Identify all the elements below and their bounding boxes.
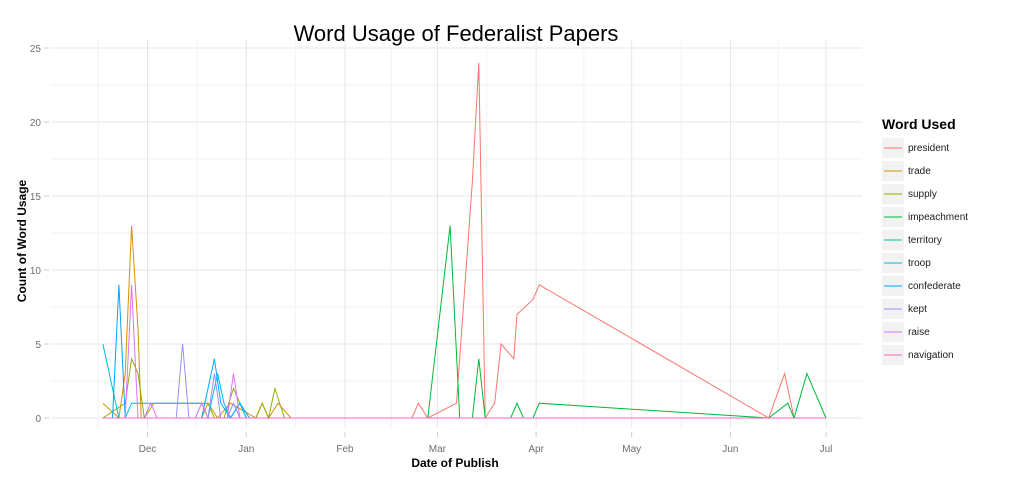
y-tick-label: 0 <box>35 414 41 425</box>
legend-items: president trade supply impeachment territory… <box>882 138 968 365</box>
legend-item-kept: kept <box>882 299 927 319</box>
legend-label: raise <box>908 327 930 338</box>
x-tick-label: Mar <box>429 444 447 455</box>
legend-item-president: president <box>882 138 949 158</box>
legend-label: navigation <box>908 350 954 361</box>
legend-item-confederate: confederate <box>882 276 961 296</box>
legend-item-navigation: navigation <box>882 345 954 365</box>
legend-item-impeachment: impeachment <box>882 207 968 227</box>
x-tick-label: Feb <box>336 444 354 455</box>
legend-label: troop <box>908 258 931 269</box>
y-tick-label: 20 <box>30 118 42 129</box>
y-tick-labels: 0 5 10 15 20 25 <box>30 44 49 425</box>
x-tick-label: Jan <box>238 444 254 455</box>
legend-label: impeachment <box>908 212 968 223</box>
legend: Word Used president trade supply impeachmen… <box>882 116 968 365</box>
legend-label: territory <box>908 235 942 246</box>
x-tick-label: Apr <box>528 444 544 455</box>
y-tick-label: 25 <box>30 44 42 55</box>
grid-lines <box>52 40 862 428</box>
series-line-confederate <box>102 284 826 419</box>
series-line-impeachment <box>102 225 827 420</box>
chart-title: Word Usage of Federalist Papers <box>294 21 619 46</box>
legend-item-raise: raise <box>882 322 930 342</box>
x-axis-title: Date of Publish <box>411 456 498 470</box>
x-tick-label: Jul <box>820 444 833 455</box>
legend-label: supply <box>908 189 937 200</box>
legend-label: confederate <box>908 281 961 292</box>
y-tick-label: 10 <box>30 266 42 277</box>
legend-item-territory: territory <box>882 230 942 250</box>
y-axis-title: Count of Word Usage <box>15 179 29 302</box>
series-lines <box>102 62 827 420</box>
legend-item-supply: supply <box>882 184 937 204</box>
x-tick-label: Jun <box>722 444 738 455</box>
legend-title: Word Used <box>882 116 956 132</box>
y-tick-label: 5 <box>35 340 41 351</box>
legend-label: kept <box>908 304 927 315</box>
legend-item-trade: trade <box>882 161 931 181</box>
series-line-kept <box>102 343 826 419</box>
legend-item-troop: troop <box>882 253 931 273</box>
x-tick-labels: Dec Jan Feb Mar Apr May Jun Jul <box>139 432 833 455</box>
x-tick-label: Dec <box>139 444 157 455</box>
x-tick-label: May <box>622 444 641 455</box>
y-tick-label: 15 <box>30 192 42 203</box>
legend-label: trade <box>908 166 931 177</box>
legend-label: president <box>908 143 949 154</box>
series-line-president <box>102 62 826 420</box>
